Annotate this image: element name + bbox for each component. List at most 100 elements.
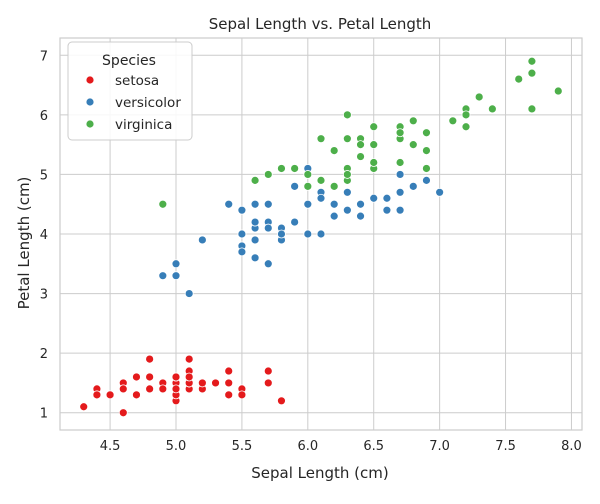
data-point-versicolor bbox=[395, 170, 405, 179]
y-tick-label: 1 bbox=[40, 407, 48, 422]
data-point-setosa bbox=[145, 354, 155, 364]
data-point-setosa bbox=[277, 396, 286, 406]
data-point-versicolor bbox=[250, 199, 260, 209]
x-tick-labels: 4.5 5.0 5.5 6.0 6.5 7.0 7.5 8.0 bbox=[100, 439, 582, 454]
data-point-setosa bbox=[263, 378, 273, 388]
data-point-virginica bbox=[250, 175, 260, 185]
data-point-setosa bbox=[263, 366, 273, 376]
data-point-virginica bbox=[514, 74, 524, 84]
data-point-versicolor bbox=[356, 199, 365, 209]
data-point-virginica bbox=[487, 104, 497, 114]
legend-box bbox=[67, 41, 193, 141]
legend-marker-versicolor bbox=[85, 97, 95, 107]
data-point-versicolor bbox=[435, 187, 445, 197]
data-point-virginica bbox=[369, 158, 379, 167]
y-tick-label: 3 bbox=[40, 288, 48, 303]
x-tick-label: 5.0 bbox=[166, 439, 187, 454]
data-point-versicolor bbox=[382, 193, 392, 203]
data-point-versicolor bbox=[237, 205, 247, 215]
data-point-setosa bbox=[197, 378, 207, 388]
data-point-versicolor bbox=[171, 259, 181, 269]
data-point-versicolor bbox=[290, 217, 300, 227]
series-versicolor bbox=[158, 164, 445, 298]
data-point-setosa bbox=[211, 378, 220, 388]
data-point-versicolor bbox=[171, 271, 181, 281]
data-point-setosa bbox=[224, 366, 234, 376]
data-point-versicolor bbox=[237, 247, 247, 257]
data-point-setosa bbox=[145, 372, 155, 382]
data-point-versicolor bbox=[197, 235, 207, 245]
data-point-setosa bbox=[171, 372, 181, 382]
data-point-setosa bbox=[132, 372, 141, 382]
data-points bbox=[79, 56, 563, 418]
data-point-setosa bbox=[132, 390, 141, 400]
data-point-virginica bbox=[369, 140, 379, 150]
data-point-versicolor bbox=[316, 229, 326, 239]
data-point-versicolor bbox=[263, 259, 273, 269]
data-point-virginica bbox=[277, 164, 286, 173]
data-point-versicolor bbox=[158, 271, 168, 281]
data-point-virginica bbox=[329, 146, 339, 155]
legend-items: setosa versicolor virginica bbox=[85, 73, 181, 133]
data-point-versicolor bbox=[303, 229, 313, 239]
x-tick-label: 7.5 bbox=[495, 439, 516, 454]
data-point-setosa bbox=[145, 384, 155, 394]
data-point-virginica bbox=[316, 175, 326, 185]
data-point-setosa bbox=[158, 384, 168, 394]
data-point-versicolor bbox=[395, 187, 405, 197]
legend-label-setosa: setosa bbox=[115, 73, 159, 89]
y-tick-label: 6 bbox=[40, 109, 48, 124]
data-point-virginica bbox=[290, 164, 300, 173]
data-point-virginica bbox=[303, 170, 313, 179]
data-point-versicolor bbox=[422, 175, 431, 185]
data-point-virginica bbox=[356, 140, 365, 150]
data-point-virginica bbox=[553, 86, 563, 96]
data-point-versicolor bbox=[250, 235, 260, 245]
data-point-virginica bbox=[356, 152, 365, 161]
data-point-versicolor bbox=[342, 205, 352, 215]
data-point-versicolor bbox=[237, 229, 247, 239]
grid-lines bbox=[60, 38, 582, 430]
data-point-virginica bbox=[342, 170, 352, 179]
data-point-versicolor bbox=[184, 289, 194, 298]
data-point-versicolor bbox=[408, 181, 418, 191]
data-point-versicolor bbox=[224, 199, 234, 209]
data-point-versicolor bbox=[250, 217, 260, 227]
x-tick-label: 6.5 bbox=[363, 439, 384, 454]
x-tick-label: 4.5 bbox=[100, 439, 121, 454]
data-point-virginica bbox=[461, 122, 471, 132]
data-point-versicolor bbox=[303, 199, 313, 209]
y-tick-label: 2 bbox=[40, 347, 48, 362]
legend-marker-setosa bbox=[85, 75, 95, 85]
x-tick-label: 6.0 bbox=[297, 439, 318, 454]
data-point-setosa bbox=[171, 384, 181, 394]
data-point-setosa bbox=[118, 384, 128, 394]
data-point-virginica bbox=[408, 116, 418, 126]
data-point-virginica bbox=[527, 56, 537, 66]
data-point-virginica bbox=[395, 158, 405, 167]
legend-marker-virginica bbox=[85, 119, 95, 129]
data-point-versicolor bbox=[356, 211, 365, 221]
data-point-setosa bbox=[224, 390, 234, 400]
legend-title: Species bbox=[102, 53, 156, 69]
data-point-versicolor bbox=[250, 253, 260, 263]
y-axis-title: Petal Length (cm) bbox=[15, 177, 33, 310]
data-point-versicolor bbox=[329, 211, 339, 221]
legend-label-versicolor: versicolor bbox=[115, 95, 181, 111]
data-point-versicolor bbox=[395, 205, 405, 215]
data-point-virginica bbox=[408, 140, 418, 150]
data-point-versicolor bbox=[277, 229, 286, 239]
data-point-virginica bbox=[158, 199, 168, 209]
x-axis-title: Sepal Length (cm) bbox=[251, 464, 388, 482]
plot-frame bbox=[59, 37, 583, 431]
data-point-versicolor bbox=[263, 223, 273, 233]
x-tick-label: 5.5 bbox=[232, 439, 253, 454]
x-tick-label: 8.0 bbox=[561, 439, 582, 454]
data-point-versicolor bbox=[316, 193, 326, 203]
data-point-virginica bbox=[263, 170, 273, 179]
data-point-setosa bbox=[184, 354, 194, 364]
data-point-versicolor bbox=[290, 181, 300, 191]
data-point-virginica bbox=[527, 104, 537, 114]
y-tick-label: 5 bbox=[40, 168, 48, 183]
data-point-virginica bbox=[369, 122, 379, 132]
